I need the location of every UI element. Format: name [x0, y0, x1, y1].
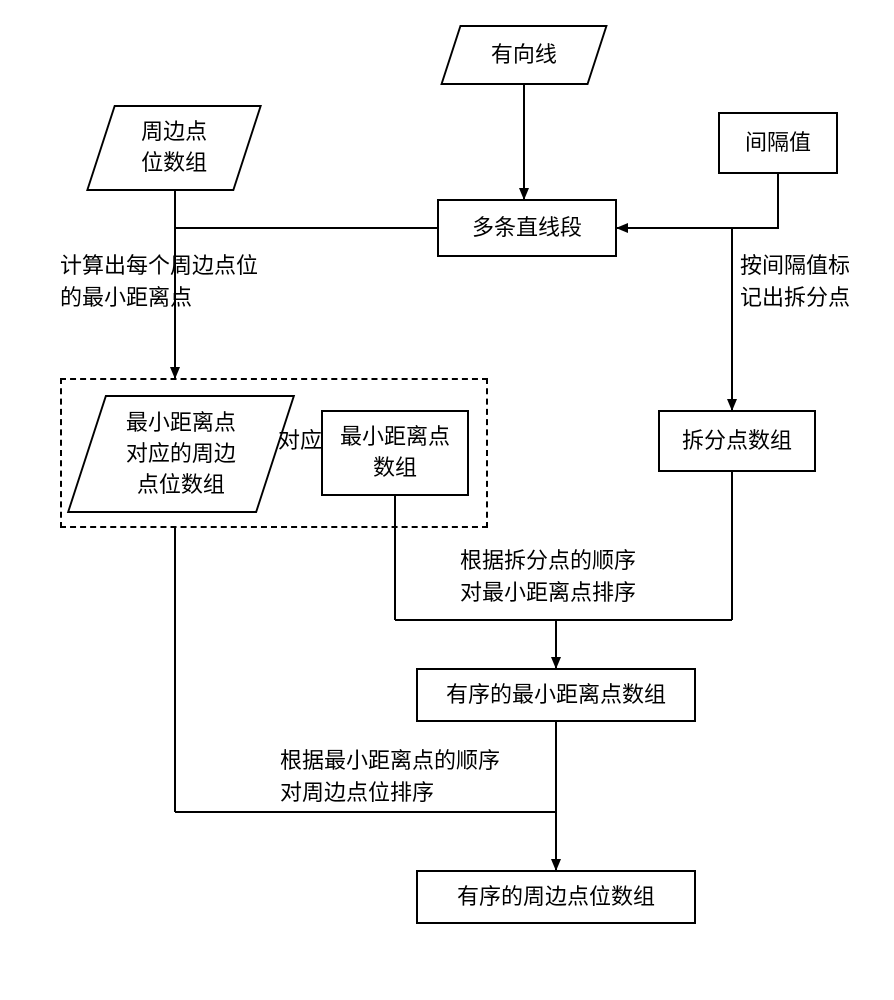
node-label: 有序的周边点位数组 — [457, 882, 655, 913]
node-label: 有序的最小距离点数组 — [446, 680, 666, 711]
node-multi-segments: 多条直线段 — [437, 199, 617, 257]
node-label: 拆分点数组 — [682, 426, 792, 457]
node-label: 多条直线段 — [472, 213, 582, 244]
node-interval-value: 间隔值 — [718, 112, 838, 174]
edge-label-sort-min: 根据拆分点的顺序对最小距离点排序 — [460, 545, 636, 609]
node-label: 最小距离点数组 — [340, 422, 450, 484]
edge-label-calc: 计算出每个周边点位的最小距离点 — [60, 250, 258, 314]
edge-label-split: 按间隔值标记出拆分点 — [740, 250, 850, 314]
node-label: 周边点位数组 — [141, 117, 207, 179]
node-sorted-peripheral-array: 有序的周边点位数组 — [416, 870, 696, 924]
node-label: 有向线 — [491, 40, 557, 71]
node-sorted-min-dist-array: 有序的最小距离点数组 — [416, 668, 696, 722]
node-label: 最小距离点对应的周边点位数组 — [126, 408, 236, 500]
node-split-point-array: 拆分点数组 — [658, 410, 816, 472]
node-directed-line: 有向线 — [440, 25, 607, 85]
node-min-dist-peripheral-array: 最小距离点对应的周边点位数组 — [67, 395, 295, 513]
node-peripheral-point-array: 周边点位数组 — [86, 105, 262, 191]
arrow-n3-n4 — [617, 174, 778, 228]
dashed-group-label: 对应 — [278, 425, 322, 457]
node-label: 间隔值 — [745, 128, 811, 159]
edge-label-sort-peri: 根据最小距离点的顺序对周边点位排序 — [280, 745, 500, 809]
node-min-dist-array: 最小距离点数组 — [321, 410, 469, 496]
